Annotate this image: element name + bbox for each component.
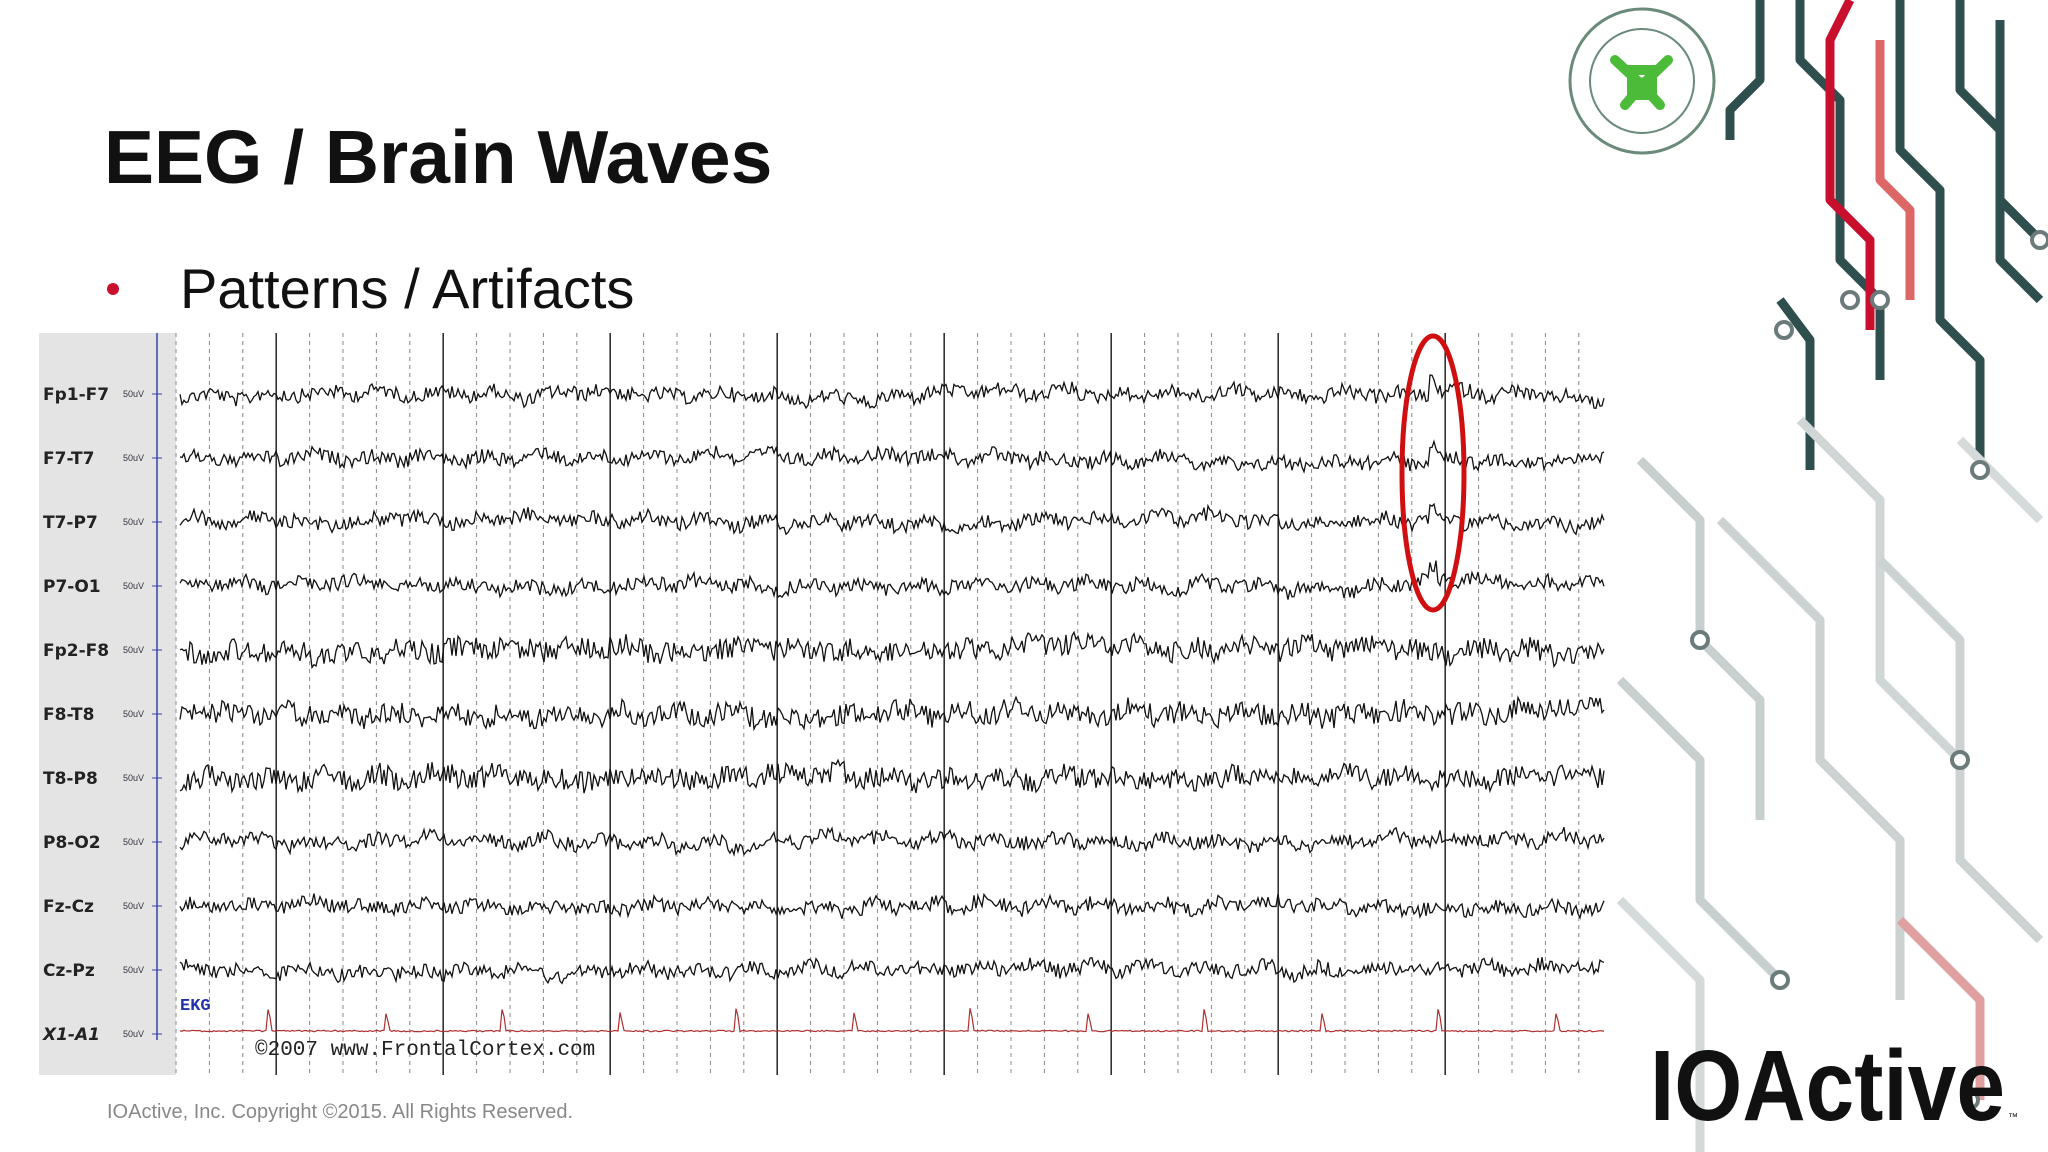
circuit-trace	[1725, 0, 1765, 140]
circuit-trace	[1875, 40, 1915, 300]
eeg-trace	[179, 826, 1605, 857]
channel-scale: 50uV	[123, 901, 144, 911]
channel-scale: 50uV	[123, 389, 144, 399]
circuit-trace	[1895, 0, 1985, 470]
channel-label: X1-A1	[42, 1025, 100, 1045]
circuit-node	[1950, 750, 1970, 770]
ekg-label: EKG	[180, 997, 211, 1016]
artifact-highlight	[1399, 333, 1467, 613]
channel-label: T8-P8	[43, 769, 98, 789]
circuit-node	[2030, 230, 2048, 250]
channel-scale: 50uV	[123, 517, 144, 527]
ekg-trace	[179, 1008, 1605, 1033]
circuit-node	[1690, 630, 1710, 650]
circuit-node	[1970, 460, 1990, 480]
circuit-trace	[1956, 436, 2044, 524]
bullet-text: Patterns / Artifacts	[180, 257, 634, 320]
channel-scale: 50uV	[123, 581, 144, 591]
bullet-dot	[107, 283, 119, 295]
circuit-trace	[1716, 516, 1905, 1000]
circuit-trace	[1796, 416, 1964, 764]
channel-label: Fp2-F8	[43, 641, 109, 661]
circuit-trace	[1995, 20, 2044, 244]
circuit-node	[1770, 970, 1790, 990]
circuit-node	[1960, 1090, 1980, 1110]
logo-trademark: ™	[2008, 1112, 2018, 1123]
circuit-node	[1870, 290, 1890, 310]
eeg-trace	[179, 374, 1605, 410]
footer-copyright: IOActive, Inc. Copyright ©2015. All Righ…	[107, 1101, 573, 1123]
badge	[1568, 7, 1716, 155]
channel-label: Cz-Pz	[43, 961, 95, 981]
eeg-trace	[179, 630, 1605, 670]
channel-label: F8-T8	[43, 705, 94, 725]
channel-scale: 50uV	[123, 709, 144, 719]
eeg-trace	[179, 502, 1605, 536]
circuit-trace	[1616, 676, 1784, 984]
channel-label: T7-P7	[43, 513, 98, 533]
eeg-trace	[179, 956, 1605, 985]
channel-label: Fp1-F7	[43, 385, 109, 405]
circuit-trace	[1896, 916, 1985, 1100]
eeg-trace	[179, 758, 1605, 794]
eeg-trace	[179, 892, 1605, 920]
channel-scale: 50uV	[123, 645, 144, 655]
channel-label: Fz-Cz	[43, 897, 94, 917]
channel-scale: 50uV	[123, 837, 144, 847]
eeg-label-column	[39, 333, 176, 1075]
eeg-background	[39, 333, 1604, 1075]
circuit-decoration	[1616, 0, 2048, 1152]
circuit-trace	[1616, 896, 1705, 1152]
channel-label: F7-T7	[43, 449, 94, 469]
eeg-trace	[179, 695, 1605, 732]
slide-title: EEG / Brain Waves	[104, 115, 772, 199]
channel-scale: 50uV	[123, 773, 144, 783]
circuit-trace	[1825, 0, 1875, 330]
channel-scale: 50uV	[123, 453, 144, 463]
channel-scale: 50uV	[123, 965, 144, 975]
eeg-trace	[179, 439, 1605, 474]
channel-scale: 50uV	[123, 1029, 144, 1039]
channel-label: P7-O1	[43, 577, 101, 597]
eeg-recording: Fp1-F7 50uV F7-T7 50uV T7-P7 50uV P7-O1 50uV Fp2…	[39, 333, 1605, 1075]
logo: IOActive	[1650, 1030, 2005, 1142]
watermark: ©2007 www.FrontalCortex.com	[255, 1039, 595, 1062]
channel-label: P8-O2	[43, 833, 101, 853]
circuit-trace	[1795, 0, 1885, 380]
circuit-node	[1774, 320, 1794, 340]
circuit-node	[1840, 290, 1860, 310]
eeg-trace	[179, 560, 1605, 600]
